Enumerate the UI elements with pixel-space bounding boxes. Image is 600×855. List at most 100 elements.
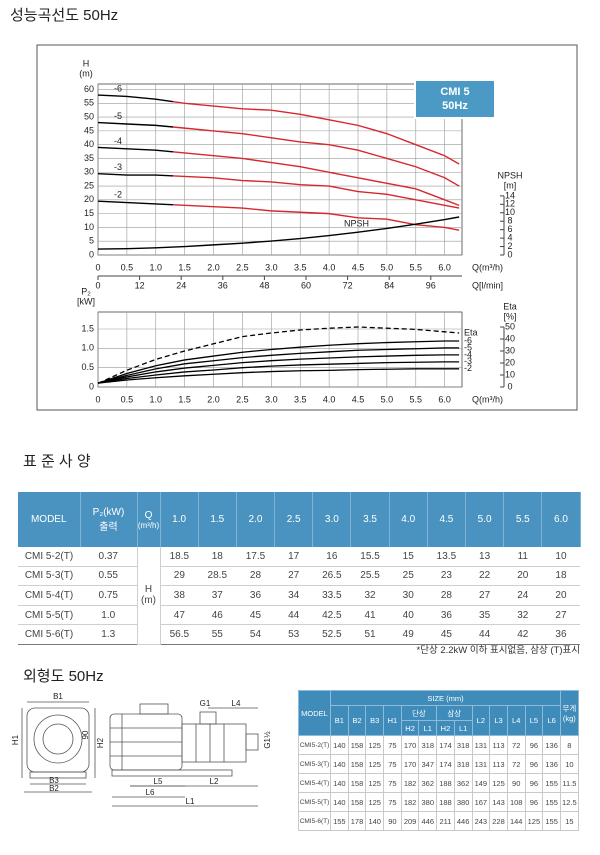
x-tick-label: 5.5 [410, 394, 423, 404]
series-label: -6 [464, 335, 472, 345]
cell: 72 [506, 754, 526, 774]
chart-frame [36, 44, 578, 411]
cell: 0.75 [80, 585, 137, 606]
cell: 15 [560, 811, 579, 831]
cell: 167 [471, 792, 491, 812]
y2-axis-label: NPSH [497, 170, 522, 180]
x2-tick-label: 24 [176, 280, 186, 290]
cell: 45 [427, 624, 466, 645]
series-label: -4 [464, 349, 472, 359]
drawing-label: G1 [200, 699, 211, 708]
spec-note: *단상 2.2kW 이하 표시없음, 삼상 (T)표시 [416, 645, 580, 656]
series-line [97, 200, 460, 231]
header-cell: B3 [365, 705, 385, 736]
cell: 18.5 [160, 547, 199, 567]
cell: CMI 5-3(T) [18, 566, 80, 587]
header-cell: 무게 (kg) [560, 690, 579, 736]
spec-table: MODEL P₂(kW) 출력 Q (m³/h) 1.0 1.5 2.0 2.5 3.0 3.5 4.… [18, 492, 581, 645]
cell: 49 [389, 624, 428, 645]
cell: 28 [236, 566, 275, 587]
header-cell: 삼상 [436, 705, 473, 721]
y2-tick-label: 4 [507, 232, 512, 242]
cell: CMI 5-6(T) [18, 624, 80, 645]
terminal-box [139, 703, 169, 715]
cell: 362 [418, 773, 438, 793]
cell: 143 [489, 792, 508, 812]
cell: 8 [560, 735, 579, 755]
x2-tick-label: 84 [384, 280, 394, 290]
drawing-label: G1½ [263, 731, 272, 749]
series-line [97, 368, 460, 384]
cell: 75 [383, 754, 402, 774]
cell: 90 [383, 811, 402, 831]
cell: 34 [274, 585, 313, 606]
section-heading: 성능곡선도 50Hz [10, 7, 118, 24]
inlet-port [245, 733, 259, 751]
series-line [97, 172, 460, 209]
cell: 96 [524, 773, 544, 793]
outlet-port [199, 711, 217, 725]
x-tick-label: 3.5 [294, 262, 307, 272]
pump-front [26, 707, 90, 773]
cell: 228 [489, 811, 508, 831]
cell: 158 [347, 735, 367, 755]
cell: 75 [383, 773, 402, 793]
cell: 27 [465, 585, 504, 606]
y2-axis-label: Eta [503, 301, 517, 311]
cell: 44 [274, 605, 313, 626]
cell: 56.5 [160, 624, 199, 645]
data-row: CMI 5-5(T) 1.0 47 46 45 44 42.5 41 40 36 35 32 27 [18, 605, 581, 626]
cell: CMI5-6(T) [298, 811, 331, 831]
cell: 22 [465, 566, 504, 587]
cell: 96 [524, 792, 544, 812]
cell: 17 [274, 547, 313, 567]
y-tick-label: 60 [84, 84, 94, 94]
x-tick-label: 2.0 [207, 394, 220, 404]
series-label: -5 [464, 342, 472, 352]
header-cell: P₂(kW) 출력 [80, 492, 138, 547]
y-tick-label: 40 [84, 139, 94, 149]
header-cell: 4.0 [389, 492, 428, 547]
data-row: CMI 5-3(T) 0.55 29 28.5 28 27 26.5 25.5 25 23 22 20… [18, 566, 581, 587]
cell: 155 [542, 811, 562, 831]
cell: 125 [365, 792, 385, 812]
cell: 1.0 [80, 605, 137, 626]
y-tick-label: 0.5 [81, 362, 94, 372]
x2-tick-label: 36 [218, 280, 228, 290]
x-tick-label: 2.0 [207, 262, 220, 272]
series-line [97, 121, 460, 187]
header-cell: 1.5 [198, 492, 237, 547]
cell: 18 [198, 547, 237, 567]
cell: 131 [471, 735, 491, 755]
cell: 446 [453, 811, 473, 831]
x2-tick-label: 0 [95, 280, 100, 290]
x-tick-label: 2.5 [236, 394, 249, 404]
y2-tick-label: 8 [507, 216, 512, 226]
cell: 174 [436, 754, 455, 774]
cell: 125 [365, 735, 385, 755]
data-row: CMI 5-2(T) 0.37 H (m) 18.5 18 17.5 17 16 15.5 15 13… [18, 547, 581, 645]
base [111, 769, 233, 777]
x-axis-label: Q(m³/h) [472, 262, 503, 272]
data-row: CMI 5-4(T) 0.75 38 37 36 34 33.5 32 30 28 27 24 20 [18, 585, 581, 606]
data-row: CMI5-2(T) 140 158 125 75 170 318 174 318 131 113 72… [298, 735, 579, 755]
x2-axis-label: Q[l/min] [472, 280, 503, 290]
x-tick-label: 4.5 [352, 394, 365, 404]
cell: 347 [418, 754, 438, 774]
cell: 51 [350, 624, 390, 645]
cell: 16 [312, 547, 351, 567]
series-label: -5 [114, 111, 122, 121]
header-row: MODEL P₂(kW) 출력 Q (m³/h) 1.0 1.5 2.0 2.5 3.0 3.5 4.… [18, 492, 581, 547]
cell: 131 [471, 754, 491, 774]
series-line [97, 326, 460, 384]
cell: 32 [503, 605, 542, 626]
header-cell: 5.5 [503, 492, 543, 547]
y-tick-label: 1.5 [81, 323, 94, 333]
cell: 40 [389, 605, 428, 626]
cell-text: H [144, 584, 153, 596]
y-tick-label: 20 [84, 194, 94, 204]
cell: 108 [506, 792, 526, 812]
dimension-table: MODEL SIZE (mm) 무게 (kg) B1 B2 B3 H1 단상 삼상 L2 L3 L4 L5… [298, 690, 579, 831]
header-cell: H2 [400, 720, 420, 736]
